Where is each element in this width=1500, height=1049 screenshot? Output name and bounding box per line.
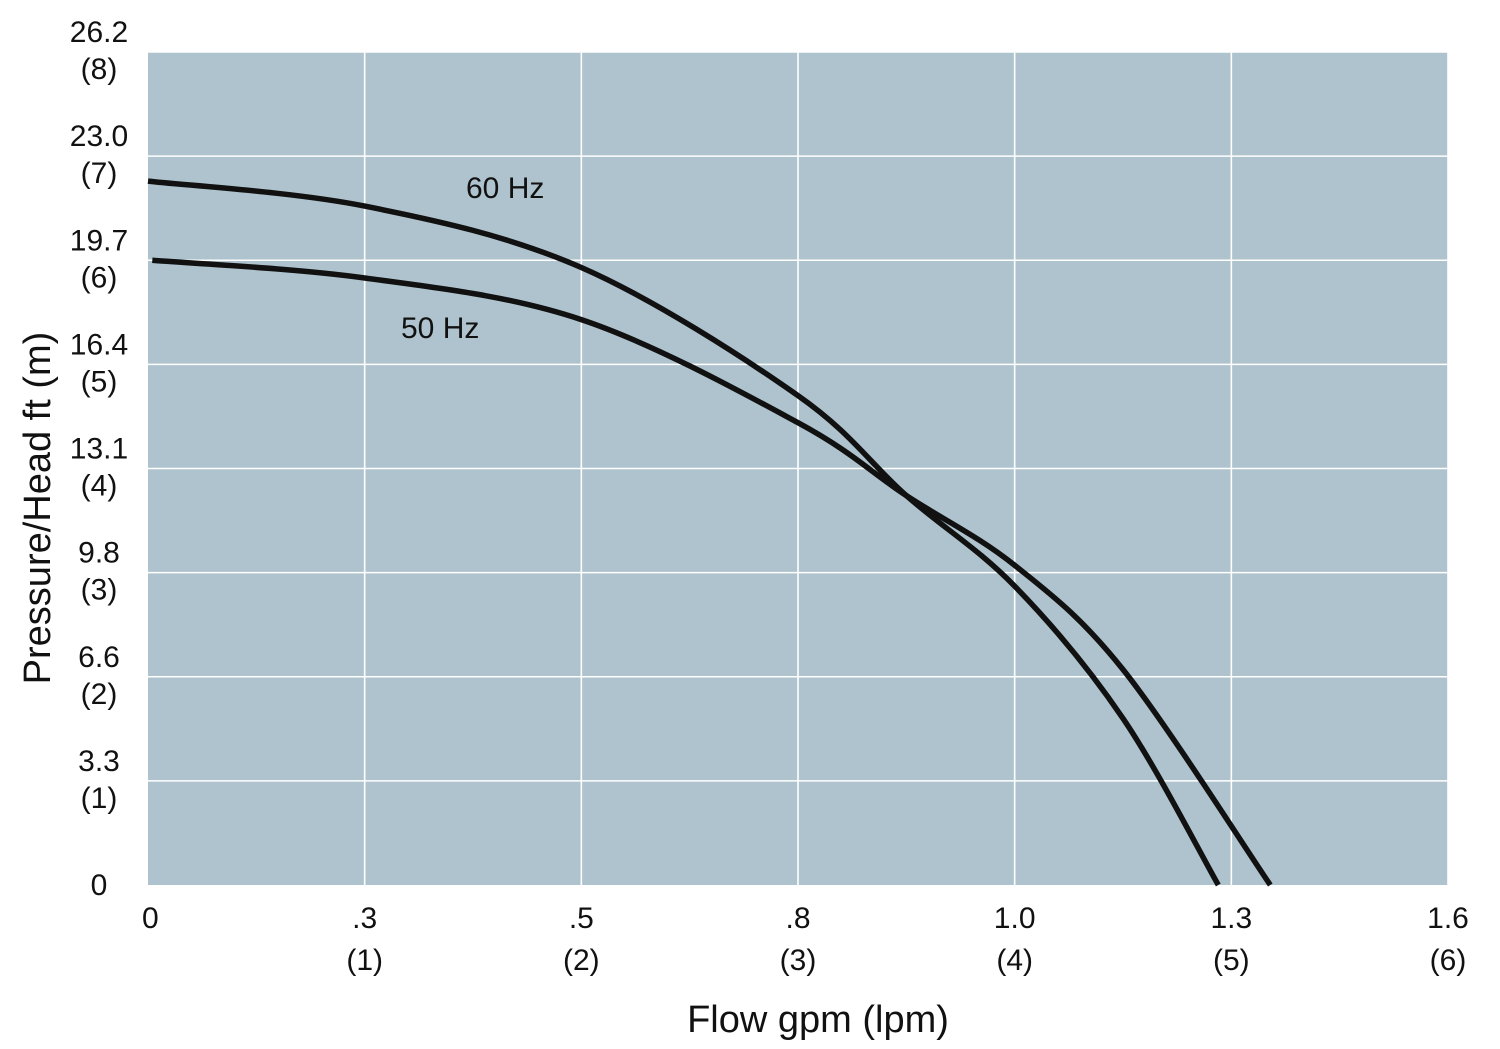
x-tick-label: 0 — [142, 902, 159, 935]
x-tick-label: .3 — [352, 902, 377, 935]
x-tick-sublabel: (3) — [780, 944, 817, 977]
curves — [147, 178, 1273, 887]
y-tick-sublabel: (3) — [81, 574, 118, 607]
x-tick-sublabel: (5) — [1213, 944, 1250, 977]
x-axis-label: Flow gpm (lpm) — [687, 999, 949, 1041]
y-tick-label: 0 — [91, 869, 108, 902]
x-tick-label: 1.0 — [994, 902, 1036, 935]
series-label-60-hz: 60 Hz — [466, 172, 544, 205]
y-tick-label: 3.3 — [78, 745, 120, 778]
grid-lines — [148, 51, 1449, 885]
x-tick-label: 1.6 — [1427, 902, 1469, 935]
y-tick-label: 13.1 — [70, 433, 128, 466]
y-tick-sublabel: (1) — [81, 782, 118, 815]
y-tick-label: 9.8 — [78, 537, 120, 570]
y-tick-sublabel: (5) — [81, 365, 118, 398]
x-tick-sublabel: (6) — [1430, 944, 1467, 977]
x-tick-sublabel: (2) — [563, 944, 600, 977]
x-tick-label: 1.3 — [1210, 902, 1252, 935]
curve-60-hz — [147, 178, 1221, 887]
y-tick-sublabel: (6) — [81, 261, 118, 294]
y-tick-labels: 0 3.3 (1) 6.6 (2) 9.8 (3) 13.1 (4) 16.4 (5) 19.7 (6)… — [70, 16, 128, 902]
series-labels: 60 Hz 50 Hz — [401, 172, 544, 345]
x-tick-labels: 0 .3 (1) .5 (2) .8 (3) 1.0 (4) 1.3 (5) 1.6 (6) — [142, 902, 1469, 977]
x-tick-label: .5 — [569, 902, 594, 935]
x-tick-label: .8 — [785, 902, 810, 935]
y-tick-label: 19.7 — [70, 224, 128, 257]
y-axis-label: Pressure/Head ft (m) — [17, 332, 59, 685]
y-tick-label: 23.0 — [70, 120, 128, 153]
x-tick-sublabel: (4) — [996, 944, 1033, 977]
y-tick-sublabel: (8) — [81, 53, 118, 86]
y-tick-sublabel: (4) — [81, 470, 118, 503]
y-tick-label: 26.2 — [70, 16, 128, 49]
y-tick-label: 6.6 — [78, 641, 120, 674]
x-tick-sublabel: (1) — [346, 944, 383, 977]
y-tick-sublabel: (7) — [81, 157, 118, 190]
y-tick-sublabel: (2) — [81, 678, 118, 711]
curve-50-hz — [152, 257, 1273, 887]
y-tick-label: 16.4 — [70, 328, 128, 361]
series-label-50-hz: 50 Hz — [401, 312, 479, 345]
